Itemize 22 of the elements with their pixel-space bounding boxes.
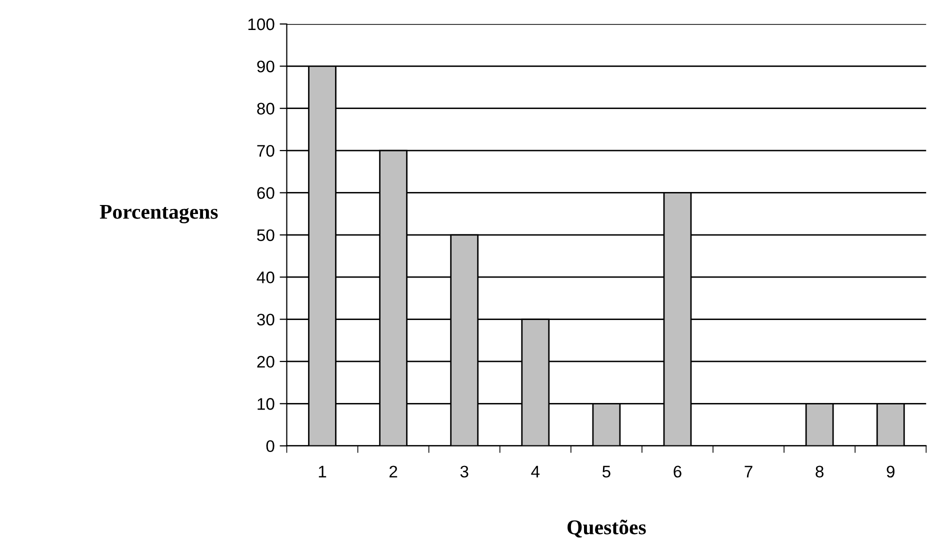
y-tick-label: 80 [257, 102, 274, 115]
y-tick-label: 40 [256, 272, 274, 284]
y-tick-label: 60 [257, 187, 274, 199]
y-axis-title: Porcentagens [100, 205, 218, 224]
y-tick-label: 100 [248, 18, 274, 30]
y-tick-label: 0 [266, 440, 274, 452]
y-tick-label: 90 [257, 60, 274, 72]
x-tick-label: 3 [460, 466, 468, 478]
y-tick-label: 10 [258, 398, 274, 410]
x-tick-label: 2 [390, 466, 398, 478]
x-tick-label: 6 [674, 466, 682, 478]
y-tick-label: 50 [257, 229, 274, 242]
x-tick-label: 8 [816, 466, 824, 478]
x-tick-label: 9 [886, 466, 894, 478]
x-tick-label: 1 [318, 466, 326, 478]
y-tick-label: 20 [257, 356, 274, 368]
y-tick-label: 70 [257, 144, 274, 157]
x-tick-label: 5 [602, 466, 610, 478]
x-tick-label: 4 [531, 466, 540, 478]
x-axis-title: Questões [568, 520, 646, 538]
y-tick-label: 30 [257, 314, 274, 326]
x-tick-label: 7 [744, 466, 752, 478]
